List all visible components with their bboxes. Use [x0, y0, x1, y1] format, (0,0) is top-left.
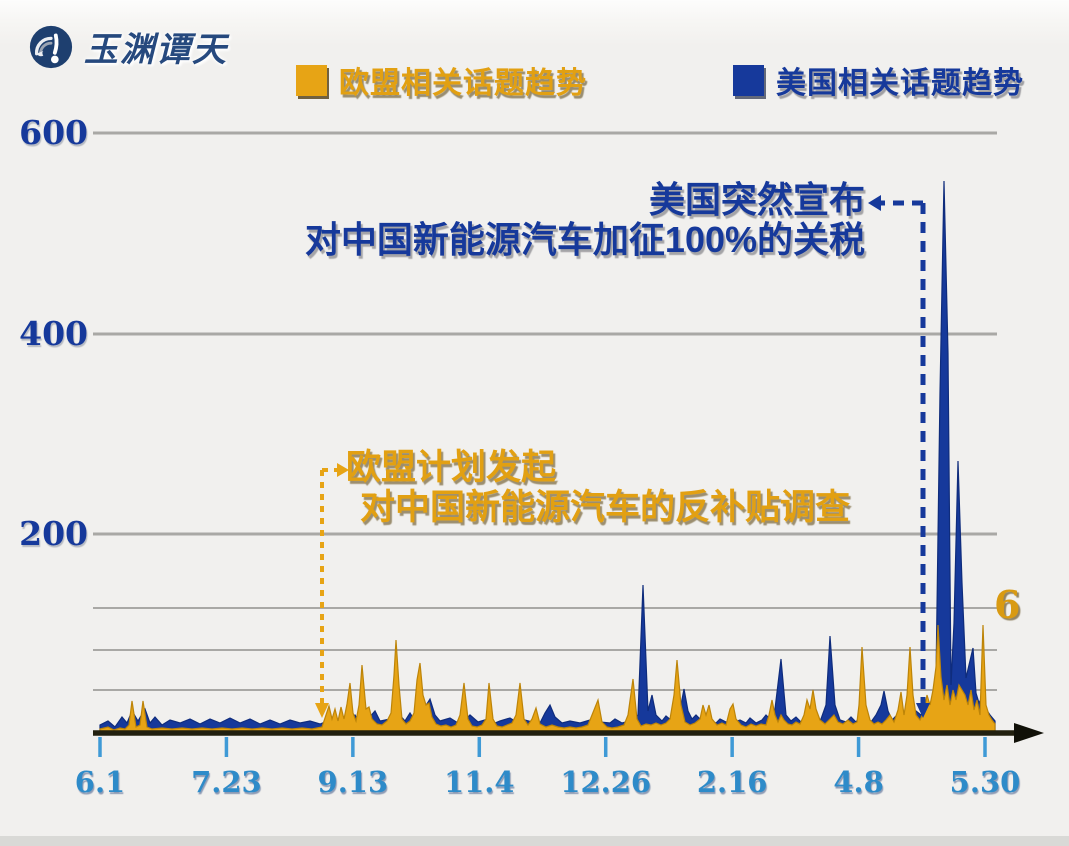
x-axis-label: 9.13: [317, 765, 389, 799]
x-axis-label: 11.4: [443, 765, 515, 799]
legend-item-us: 美国相关话题趋势: [733, 58, 1024, 102]
y-axis-label-200: 200: [19, 514, 88, 553]
eu-legend-swatch: [296, 64, 327, 96]
y-axis-label-600: 600: [19, 113, 88, 152]
side-number-label: 6: [994, 582, 1021, 627]
x-axis-label: 4.8: [833, 765, 884, 799]
x-axis-label: 2.16: [696, 765, 768, 799]
background-top-fade: [0, 0, 1069, 46]
x-axis-label: 6.1: [74, 765, 126, 799]
brand-header: 玉渊谭天: [28, 22, 228, 71]
background-bottom-strip: [0, 836, 1069, 846]
annotation-us-line2: 对中国新能源汽车加征100%的关税: [304, 219, 865, 260]
brand-logo-icon: [29, 25, 73, 68]
annotation-us-tariff: 美国突然宣布 对中国新能源汽车加征100%的关税: [305, 180, 865, 260]
annotation-us-line1: 美国突然宣布: [648, 179, 865, 220]
x-axis-label: 5.30: [949, 765, 1021, 799]
us-legend-label: 美国相关话题趋势: [776, 67, 1024, 100]
annotation-eu-probe: 欧盟计划发起 对中国新能源汽车的反补贴调查: [346, 448, 850, 528]
us-legend-swatch: [733, 64, 764, 96]
x-axis-label: 12.26: [560, 765, 652, 799]
annotation-eu-line2: 对中国新能源汽车的反补贴调查: [360, 488, 851, 527]
brand-name: 玉渊谭天: [84, 32, 228, 69]
annotation-eu-line1: 欧盟计划发起: [346, 448, 557, 487]
x-axis-label: 7.23: [191, 765, 262, 799]
legend-item-eu: 欧盟相关话题趋势: [296, 58, 587, 102]
eu-legend-label: 欧盟相关话题趋势: [339, 67, 587, 100]
y-axis-label-400: 400: [19, 314, 88, 353]
